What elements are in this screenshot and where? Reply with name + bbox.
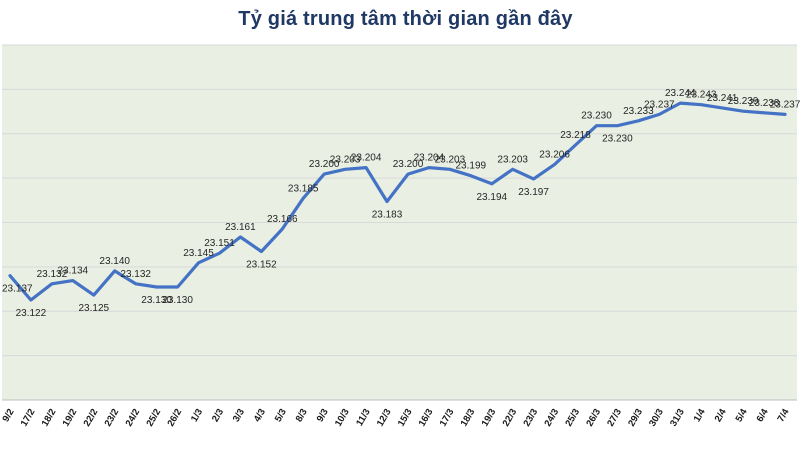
x-axis-label: 5/3 [273,407,289,424]
data-label: 23.230 [602,134,633,145]
x-axis-label: 17/3 [438,407,457,429]
data-label: 23.218 [560,130,591,141]
data-label: 23.134 [58,266,89,277]
x-axis-label: 5/4 [734,406,750,424]
data-label: 23.241 [707,93,738,104]
data-label: 23.152 [246,260,277,271]
data-label: 23.200 [309,159,340,170]
data-label: 23.239 [728,96,759,107]
x-axis-label: 15/3 [396,407,415,429]
x-axis-label: 27/3 [605,407,624,429]
x-axis-label: 12/3 [375,407,394,429]
x-axis-label: 4/3 [252,407,268,424]
data-label: 23.161 [225,222,256,233]
data-label: 23.183 [372,210,403,221]
data-label: 23.140 [99,256,130,267]
data-label: 23.199 [456,161,487,172]
x-axis-label: 19/3 [480,407,499,429]
x-axis-label: 24/3 [542,407,561,429]
x-axis-label: 19/2 [61,407,80,429]
data-label: 23.137 [2,284,33,295]
x-axis-label: 16/3 [417,407,436,429]
data-label: 23.122 [16,308,47,319]
data-label: 23.238 [749,98,780,109]
x-axis-label: 3/3 [231,407,247,424]
x-axis-label: 23/3 [521,407,540,429]
x-axis-label: 10/3 [333,407,352,429]
x-axis-label: 1/4 [692,406,708,424]
data-label: 23.151 [204,238,235,249]
x-axis-label: 8/3 [294,407,310,424]
data-label: 23.166 [267,214,298,225]
data-label: 23.197 [518,187,549,198]
x-axis-label: 25/3 [563,407,582,429]
data-label: 23.244 [665,88,696,99]
chart-title: Tỷ giá trung tâm thời gian gần đây [238,8,573,30]
data-label: 23.125 [79,303,110,314]
x-axis-label: 23/2 [103,407,122,429]
x-axis-label: 22/2 [82,407,101,429]
data-label: 23.237 [644,99,675,110]
x-axis-label: 6/4 [755,406,771,424]
data-label: 23.204 [414,153,445,164]
x-axis-label: 17/2 [19,407,38,429]
x-axis-label: 11/3 [354,407,373,428]
data-label: 23.233 [623,106,654,117]
data-label: 23.206 [539,149,570,160]
x-axis-label: 22/3 [501,407,520,429]
data-label: 23.204 [351,153,382,164]
data-label: 23.203 [435,154,466,165]
data-label: 23.194 [477,192,508,203]
x-axis-label: 7/4 [775,406,791,424]
data-label: 23.132 [37,269,68,280]
x-axis-label: 18/2 [40,407,59,429]
data-label: 23.132 [120,269,151,280]
data-label: 23.243 [686,90,717,101]
x-axis-label: 1/3 [189,407,205,424]
data-label: 23.230 [581,111,612,122]
data-label: 23.130 [162,295,193,306]
x-axis-label: 26/2 [165,407,184,429]
x-axis-label: 2/3 [210,407,226,424]
x-axis-label: 9/2 [0,407,16,424]
x-axis-label: 24/2 [124,407,143,429]
data-label: 23.203 [497,154,528,165]
x-axis-label: 29/3 [626,407,645,429]
data-label: 23.130 [141,295,172,306]
x-axis-label: 26/3 [584,407,603,429]
x-axis-label: 31/3 [668,407,687,429]
series-line [8,101,787,302]
x-axis-label: 30/3 [647,407,666,429]
x-axis-label: 2/4 [713,406,729,424]
x-axis-label: 9/3 [315,407,331,424]
x-axis-label: 18/3 [459,407,478,429]
x-axis-label: 25/2 [144,407,163,429]
data-label: 23.185 [288,183,319,194]
data-label: 23.237 [770,99,801,110]
data-label: 23.203 [330,154,361,165]
data-label: 23.200 [393,159,424,170]
data-label: 23.145 [183,248,214,259]
